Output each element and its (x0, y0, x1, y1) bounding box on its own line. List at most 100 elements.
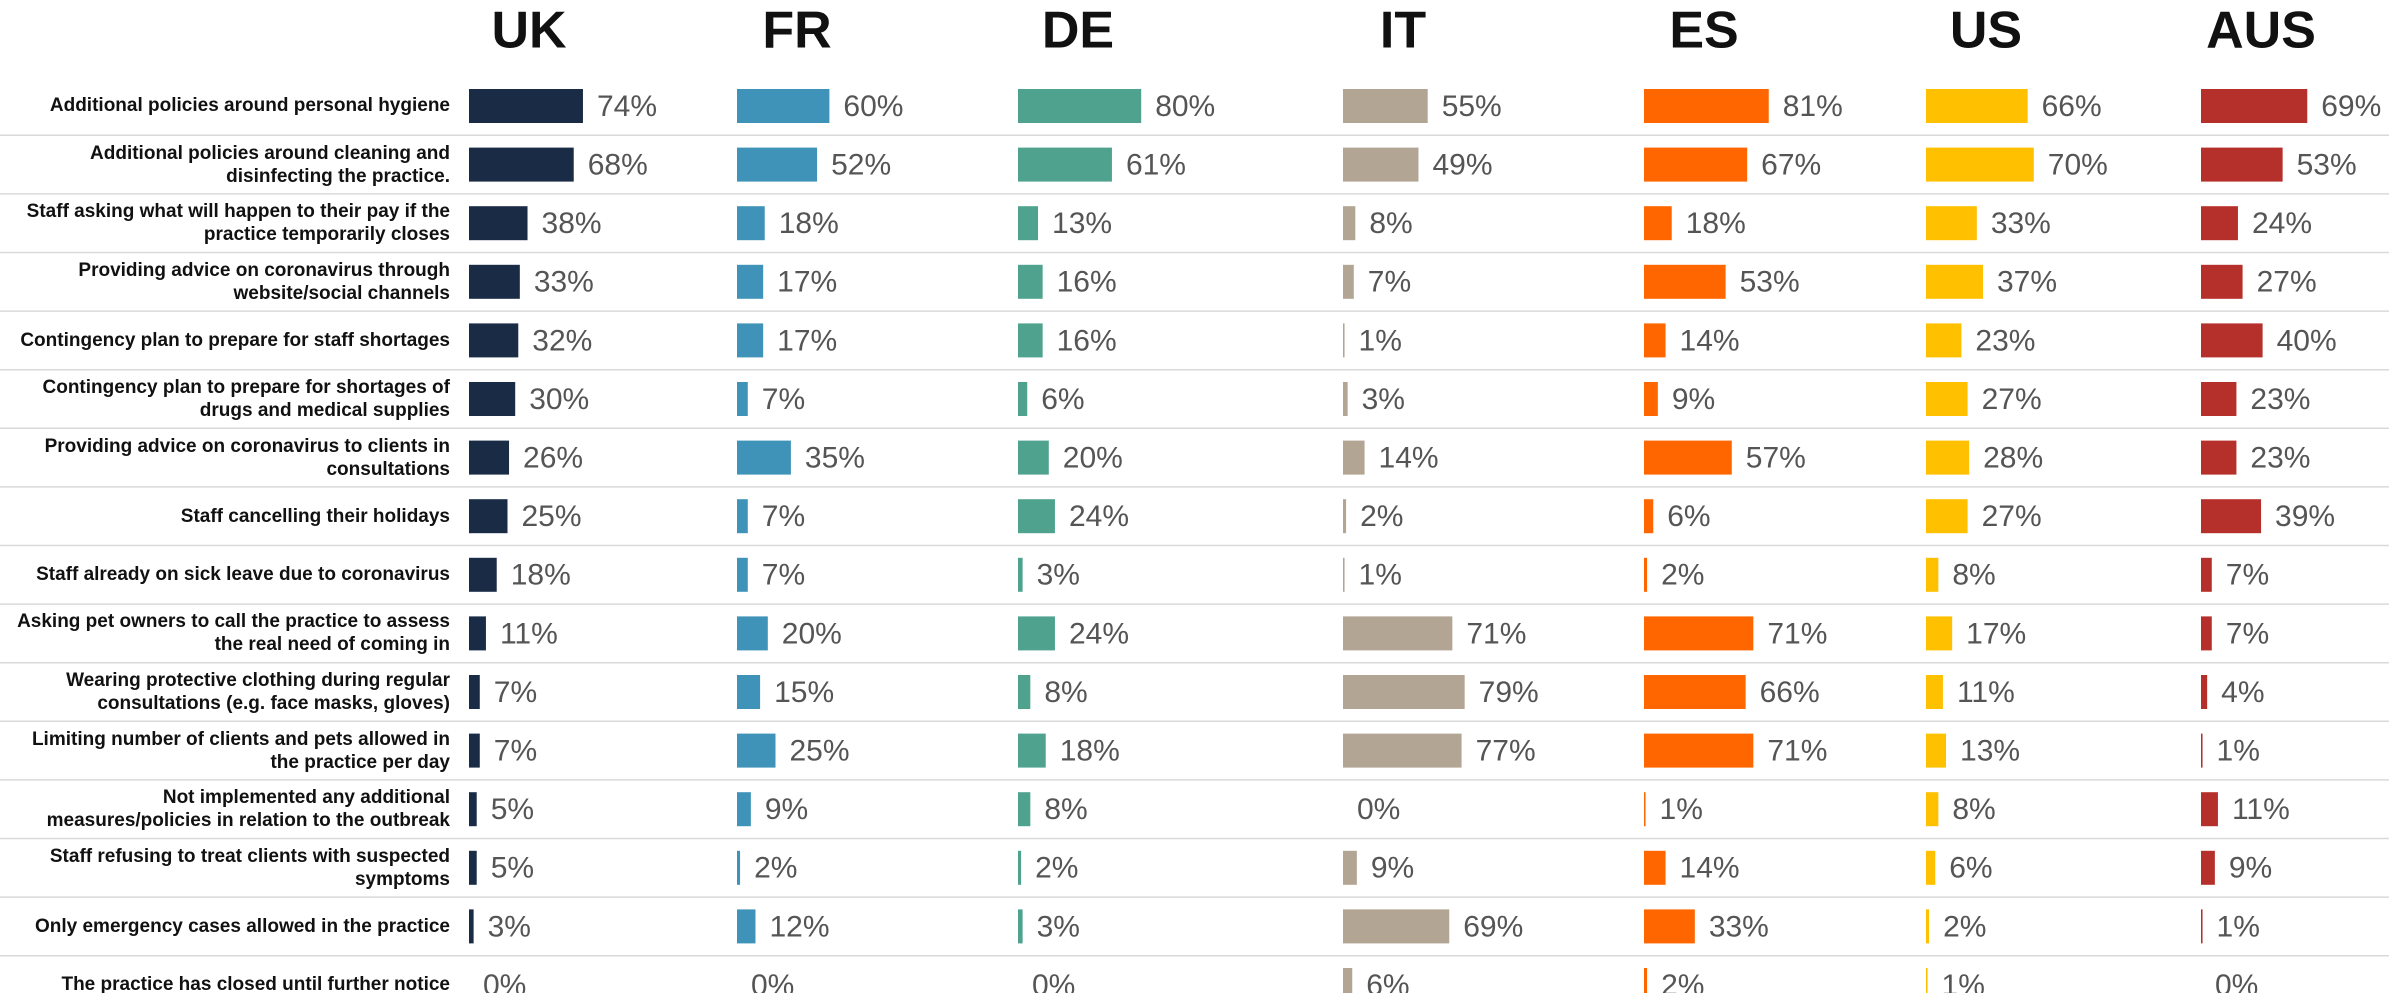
value-label: 2% (754, 852, 797, 885)
bar (1018, 499, 1055, 534)
bar (1926, 440, 1970, 475)
value-label: 1% (2217, 910, 2260, 943)
column-title: ES (1669, 2, 1738, 60)
category-text: Additional policies around personal hygi… (49, 95, 450, 117)
value-label: 7% (1368, 266, 1411, 299)
category-text: Not implemented any additional measures/… (46, 787, 450, 832)
category-label: Contingency plan to prepare for staff sh… (0, 313, 450, 368)
value-label: 3% (488, 910, 531, 943)
bar (469, 499, 508, 534)
bar (2201, 909, 2203, 944)
bar (469, 733, 480, 768)
value-label: 39% (2275, 500, 2335, 533)
value-label: 3% (1037, 559, 1080, 592)
bar (2201, 792, 2218, 827)
value-label: 7% (762, 500, 805, 533)
bar (1644, 382, 1658, 416)
category-label: Staff cancelling their holidays (0, 489, 450, 544)
bar (1926, 264, 1983, 299)
value-label: 8% (1044, 793, 1087, 826)
category-label: Limiting number of clients and pets allo… (0, 723, 450, 778)
value-label: 33% (1709, 910, 1769, 943)
value-label: 24% (2252, 207, 2312, 240)
value-label: 28% (1983, 442, 2043, 475)
bar (1644, 616, 1754, 651)
value-label: 9% (1371, 852, 1414, 885)
bar (1018, 792, 1031, 827)
bar (1644, 89, 1769, 123)
value-label: 12% (769, 910, 829, 943)
value-label: 8% (1044, 676, 1087, 709)
value-label: 8% (1952, 559, 1995, 592)
value-label: 26% (523, 442, 583, 475)
bar (1343, 147, 1419, 182)
bar (1926, 850, 1936, 885)
value-label: 49% (1432, 149, 1492, 182)
value-label: 23% (2250, 442, 2310, 475)
category-label: Additional policies around personal hygi… (0, 79, 450, 134)
value-label: 2% (1661, 559, 1704, 592)
column-title: FR (762, 2, 831, 60)
category-text: Additional policies around cleaning and … (90, 142, 450, 187)
value-label: 9% (2229, 852, 2272, 885)
bar (1018, 733, 1046, 768)
value-label: 4% (2221, 676, 2264, 709)
value-label: 61% (1126, 149, 1186, 182)
value-label: 20% (1063, 442, 1123, 475)
value-label: 74% (597, 90, 657, 123)
bar (2201, 557, 2212, 592)
value-label: 1% (1660, 793, 1703, 826)
category-label: Contingency plan to prepare for shortage… (0, 372, 451, 427)
value-label: 80% (1155, 90, 1215, 123)
value-label: 60% (843, 90, 903, 123)
bar (469, 850, 477, 885)
value-label: 13% (1052, 207, 1112, 240)
value-label: 16% (1057, 266, 1117, 299)
bar (1644, 440, 1732, 475)
value-label: 27% (2257, 266, 2317, 299)
bar (1343, 499, 1347, 534)
value-label: 55% (1442, 90, 1502, 123)
bar (469, 264, 520, 299)
value-label: 6% (1667, 500, 1710, 533)
bar (737, 733, 776, 768)
value-label: 0% (1357, 793, 1400, 826)
value-label: 81% (1783, 90, 1843, 123)
value-label: 3% (1362, 383, 1405, 416)
bar (469, 323, 519, 358)
bar (2201, 440, 2237, 475)
bar (1926, 968, 1928, 993)
value-label: 7% (494, 735, 537, 768)
value-label: 40% (2277, 324, 2337, 357)
value-label: 14% (1680, 852, 1740, 885)
bar (1926, 733, 1947, 768)
value-label: 18% (779, 207, 839, 240)
bar (1018, 206, 1039, 241)
bar (1018, 909, 1023, 944)
value-label: 18% (1060, 735, 1120, 768)
value-label: 71% (1767, 617, 1827, 650)
value-label: 68% (588, 149, 648, 182)
bar (2201, 675, 2208, 709)
value-label: 24% (1069, 617, 1129, 650)
category-text: Staff asking what will happen to their p… (26, 201, 450, 246)
bar (1343, 675, 1465, 709)
bar (737, 440, 791, 475)
category-label: Additional policies around cleaning and … (0, 137, 450, 192)
bar (737, 616, 768, 651)
bar (1343, 968, 1353, 993)
value-label: 24% (1069, 500, 1129, 533)
column-title: AUS (2206, 2, 2316, 60)
value-label: 1% (1359, 559, 1402, 592)
value-label: 25% (790, 735, 850, 768)
bar (1926, 616, 1953, 651)
value-label: 0% (751, 969, 794, 993)
bar (2201, 499, 2262, 534)
bar (737, 557, 748, 592)
bar (737, 850, 741, 885)
value-label: 1% (1359, 324, 1402, 357)
category-text: Limiting number of clients and pets allo… (31, 728, 450, 773)
value-label: 23% (1975, 324, 2035, 357)
bar (1343, 557, 1345, 592)
